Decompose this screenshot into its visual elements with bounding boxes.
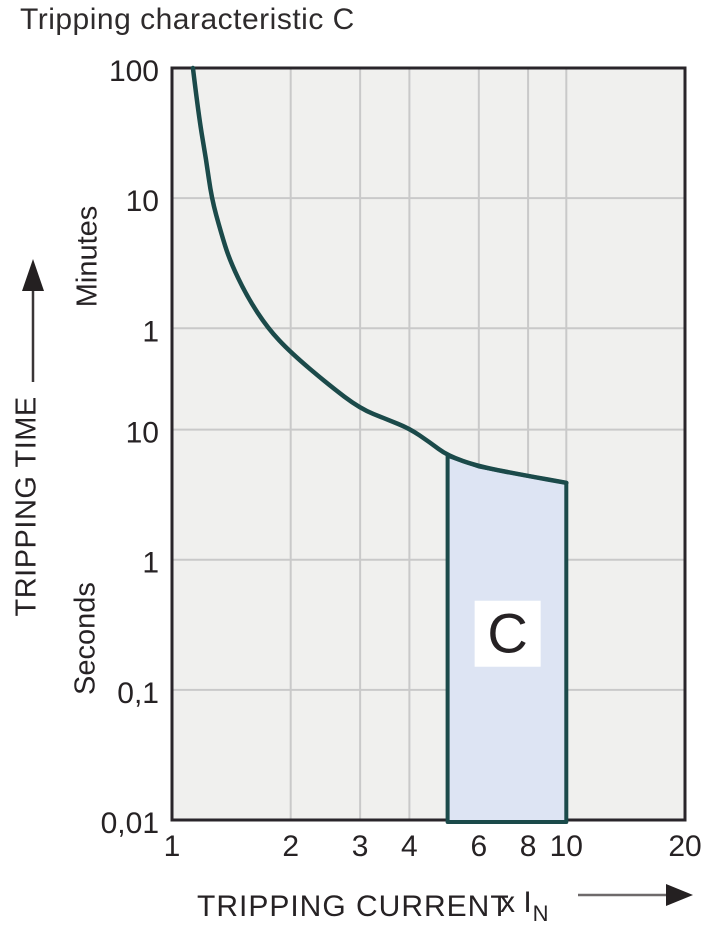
x-tick-label: 20 — [668, 830, 701, 863]
x-axis-title: TRIPPING CURRENT — [197, 890, 510, 923]
x-tick-label: 8 — [520, 830, 537, 863]
y-axis-unit-minutes: Minutes — [71, 205, 104, 308]
x-tick-label: 2 — [282, 830, 299, 863]
y-tick-label: 100 — [109, 55, 159, 88]
region-label: C — [487, 602, 527, 665]
region-label-box — [474, 600, 541, 667]
x-axis-unit: x IN — [500, 886, 549, 926]
x-tick-label: 4 — [401, 830, 418, 863]
x-tick-label: 3 — [352, 830, 369, 863]
plot-border — [170, 66, 687, 822]
y-axis-title: TRIPPING TIME — [10, 396, 43, 617]
y-tick-label: 0,1 — [117, 677, 159, 710]
x-tick-label: 1 — [164, 830, 181, 863]
y-tick-label: 10 — [126, 417, 159, 450]
y-tick-label: 1 — [142, 315, 159, 348]
y-axis-unit-seconds: Seconds — [69, 582, 102, 695]
x-axis-unit-prefix: x I — [500, 886, 532, 919]
y-axis-arrow-icon — [22, 259, 44, 382]
y-tick-label: 10 — [126, 185, 159, 218]
chart-graphics: C 1 2 3 4 6 8 10 20 100 10 1 10 1 0,1 0,01 — [101, 55, 702, 863]
x-tick-label: 6 — [470, 830, 487, 863]
tripping-curve — [190, 65, 569, 486]
x-axis-unit-subscript: N — [532, 901, 549, 926]
figure-title: Tripping characteristic C — [20, 3, 355, 36]
y-tick-label: 0,01 — [101, 807, 159, 840]
x-tick-label: 10 — [550, 830, 583, 863]
x-axis-arrow-icon — [578, 884, 693, 906]
y-tick-label: 1 — [142, 547, 159, 580]
